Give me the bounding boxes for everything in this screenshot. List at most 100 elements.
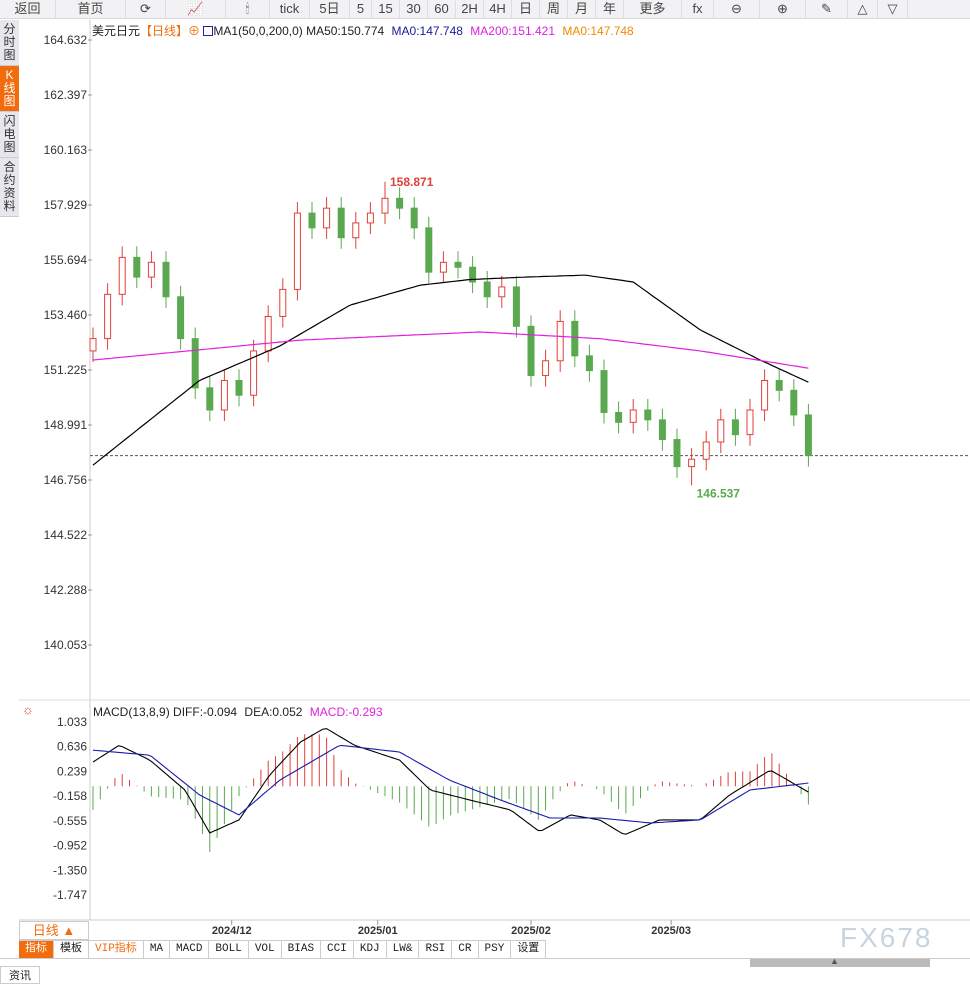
candle <box>512 286 520 327</box>
chart-legend: 美元日元【日线】⊕ MA1(50,0,200,0) MA50:150.774 M… <box>92 22 634 39</box>
price-tick-label: 155.694 <box>44 253 88 267</box>
candle <box>498 286 506 298</box>
candle <box>191 338 199 389</box>
indicator-tab-2[interactable]: VIP指标 <box>89 941 144 958</box>
ma-icon <box>203 26 214 36</box>
price-tick-label: 140.053 <box>44 638 88 652</box>
bottom-tab-news[interactable]: 资讯 <box>0 966 40 984</box>
toolbar-item-2[interactable]: ⟳ <box>126 0 166 19</box>
diff-line <box>92 728 809 835</box>
sidebar-tab-contract-info[interactable]: 合约资料 <box>0 158 19 217</box>
candle <box>410 207 418 229</box>
toolbar-item-0[interactable]: 返回 <box>0 0 56 19</box>
candle <box>352 222 360 239</box>
toolbar-item-13[interactable]: 日 <box>512 0 540 19</box>
candle <box>220 379 228 411</box>
toolbar-item-18[interactable]: fx <box>682 0 714 19</box>
toolbar-item-12[interactable]: 4H <box>484 0 512 19</box>
ma200-line <box>92 331 809 369</box>
sidebar-tab-flash-chart[interactable]: 闪电图 <box>0 112 19 158</box>
toolbar-item-20[interactable]: ⊕ <box>760 0 806 19</box>
candle <box>206 387 214 411</box>
sidebar-tab-time-chart[interactable]: 分时图 <box>0 20 19 66</box>
toolbar-item-1[interactable]: 首页 <box>56 0 126 19</box>
price-tick-label: 162.397 <box>44 88 88 102</box>
candle <box>147 261 155 278</box>
indicator-tabs: 指标 模板 VIP指标 MA MACD BOLL VOL BIAS CCI KDJ LW& RSI CR… <box>19 940 547 958</box>
toolbar-item-6[interactable]: 5日 <box>310 0 350 19</box>
indicator-tab-6[interactable]: VOL <box>248 941 282 958</box>
toolbar-item-4[interactable]: 🕯 <box>226 0 270 19</box>
candle <box>644 409 652 421</box>
symbol-name: 美元日元 <box>92 24 141 38</box>
toolbar-item-5[interactable]: tick <box>270 0 310 19</box>
settings-icon[interactable]: ⊕ <box>188 24 201 38</box>
candle <box>673 439 681 468</box>
sidebar-tab-kline[interactable]: K线图 <box>0 66 19 112</box>
candle <box>323 207 331 229</box>
toolbar-item-11[interactable]: 2H <box>456 0 484 19</box>
price-tick-label: 153.460 <box>44 308 88 322</box>
toolbar-item-16[interactable]: 年 <box>596 0 624 19</box>
date-tick-label: 2024/12 <box>212 925 252 937</box>
toolbar-item-22[interactable]: △ <box>848 0 878 19</box>
date-tick-label: 2025/02 <box>511 925 551 937</box>
candle <box>177 296 185 340</box>
candle <box>731 419 739 436</box>
toolbar-item-3[interactable]: 📈 <box>166 0 226 19</box>
ma0-value: MA0:147.748 <box>391 24 463 38</box>
macd-tick-label: 0.239 <box>57 764 87 778</box>
indicator-tab-0[interactable]: 指标 <box>19 941 54 958</box>
period-label: 【日线】 <box>140 24 189 38</box>
toolbar-item-9[interactable]: 30 <box>400 0 428 19</box>
candle <box>264 315 272 352</box>
sun-icon[interactable]: ☼ <box>22 702 34 717</box>
candle <box>761 379 769 411</box>
indicator-tab-10[interactable]: LW& <box>386 941 420 958</box>
toolbar-item-14[interactable]: 周 <box>540 0 568 19</box>
macd-value: MACD:-0.293 <box>309 705 383 719</box>
indicator-tab-14[interactable]: 设置 <box>511 941 547 958</box>
toolbar-item-8[interactable]: 15 <box>372 0 400 19</box>
toolbar-item-23[interactable]: ▽ <box>878 0 908 19</box>
toolbar-item-15[interactable]: 月 <box>568 0 596 19</box>
low-price-label: 146.537 <box>697 486 741 500</box>
candle <box>688 458 696 468</box>
indicator-tab-12[interactable]: CR <box>452 941 479 958</box>
candle <box>454 261 462 268</box>
candle <box>366 212 374 224</box>
indicator-tab-8[interactable]: CCI <box>321 941 354 958</box>
candle <box>702 441 710 460</box>
indicator-tab-13[interactable]: PSY <box>478 941 512 958</box>
toolbar-item-19[interactable]: ⊖ <box>714 0 760 19</box>
toolbar-item-21[interactable]: ✎ <box>806 0 848 19</box>
candle <box>775 379 783 391</box>
indicator-tab-3[interactable]: MA <box>143 941 171 958</box>
indicator-tab-1[interactable]: 模板 <box>54 941 89 958</box>
toolbar-item-7[interactable]: 5 <box>350 0 372 19</box>
ma0b-value: MA0:147.748 <box>562 24 634 38</box>
indicator-tab-7[interactable]: BIAS <box>281 941 322 958</box>
ma-label: MA1(50,0,200,0) <box>213 24 303 38</box>
toolbar-item-17[interactable]: 更多 <box>624 0 682 19</box>
candle <box>162 261 170 298</box>
indicator-tab-11[interactable]: RSI <box>419 941 453 958</box>
candle <box>790 389 798 416</box>
diff-value: DIFF:-0.094 <box>173 705 238 719</box>
candle <box>308 212 316 229</box>
indicator-tab-5[interactable]: BOLL <box>209 941 249 958</box>
toolbar-item-10[interactable]: 60 <box>428 0 456 19</box>
period-selector[interactable]: 日线 ▲ <box>19 921 89 940</box>
candle <box>571 320 579 357</box>
dea-value: DEA:0.052 <box>244 705 303 719</box>
candle <box>279 288 287 317</box>
indicator-tab-9[interactable]: KDJ <box>353 941 387 958</box>
macd-tick-label: -1.747 <box>53 888 87 902</box>
candle <box>527 325 535 377</box>
candle <box>133 256 141 278</box>
candle <box>89 338 97 352</box>
macd-tick-label: -0.952 <box>53 839 87 853</box>
panel-toggle-handle[interactable]: ▲ <box>750 956 930 967</box>
indicator-tab-4[interactable]: MACD <box>170 941 210 958</box>
